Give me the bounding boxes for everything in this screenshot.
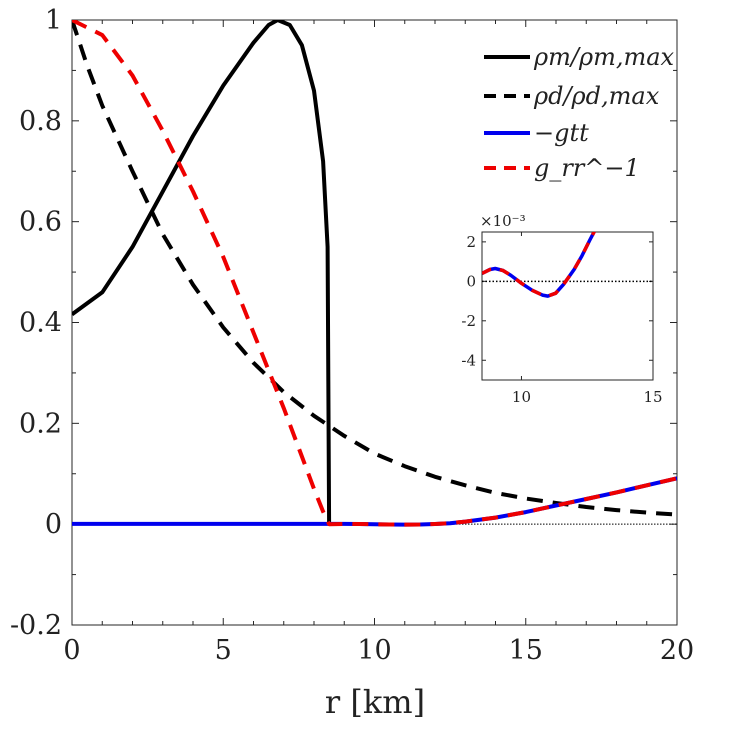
x-axis-label: r [km] [325,683,425,721]
inset-exponent-label: ×10⁻³ [480,212,526,230]
inset-y-tick-label: 0 [466,272,476,290]
legend-label-2: ρd/ρd,max [533,82,660,110]
legend-label-3: −gtt [534,119,589,147]
x-tick-label: 10 [357,635,391,666]
inset-y-tick-label: -4 [461,351,476,369]
inset-y-tick-label: 2 [466,233,476,251]
legend-label-4: g_rr^−1 [534,154,640,182]
inset-x-tick-label: 15 [643,388,662,406]
x-tick-label: 5 [215,635,232,666]
y-tick-label: 1 [45,5,62,36]
y-tick-label: 0.6 [19,207,62,238]
inset-grr-line [482,232,597,298]
legend-label-1: ρm/ρm,max [533,43,675,71]
y-tick-label: 0 [45,509,62,540]
x-tick-label: 0 [63,635,80,666]
y-tick-label: 0.2 [19,408,62,439]
x-tick-label: 15 [509,635,543,666]
inset-frame [481,231,654,381]
series-group [72,20,677,527]
y-tick-label: -0.2 [10,610,62,641]
series-line-1 [72,20,332,525]
inset-x-tick-label: 10 [512,388,531,406]
series-line-2 [72,20,677,517]
y-tick-label: 0.4 [19,308,62,339]
series-line-3 [72,476,677,527]
inset-series-group [482,232,597,298]
x-tick-label: 20 [660,635,694,666]
y-tick-label: 0.8 [19,106,62,137]
inset-y-tick-label: -2 [461,312,476,330]
series-line-4 [72,20,677,527]
